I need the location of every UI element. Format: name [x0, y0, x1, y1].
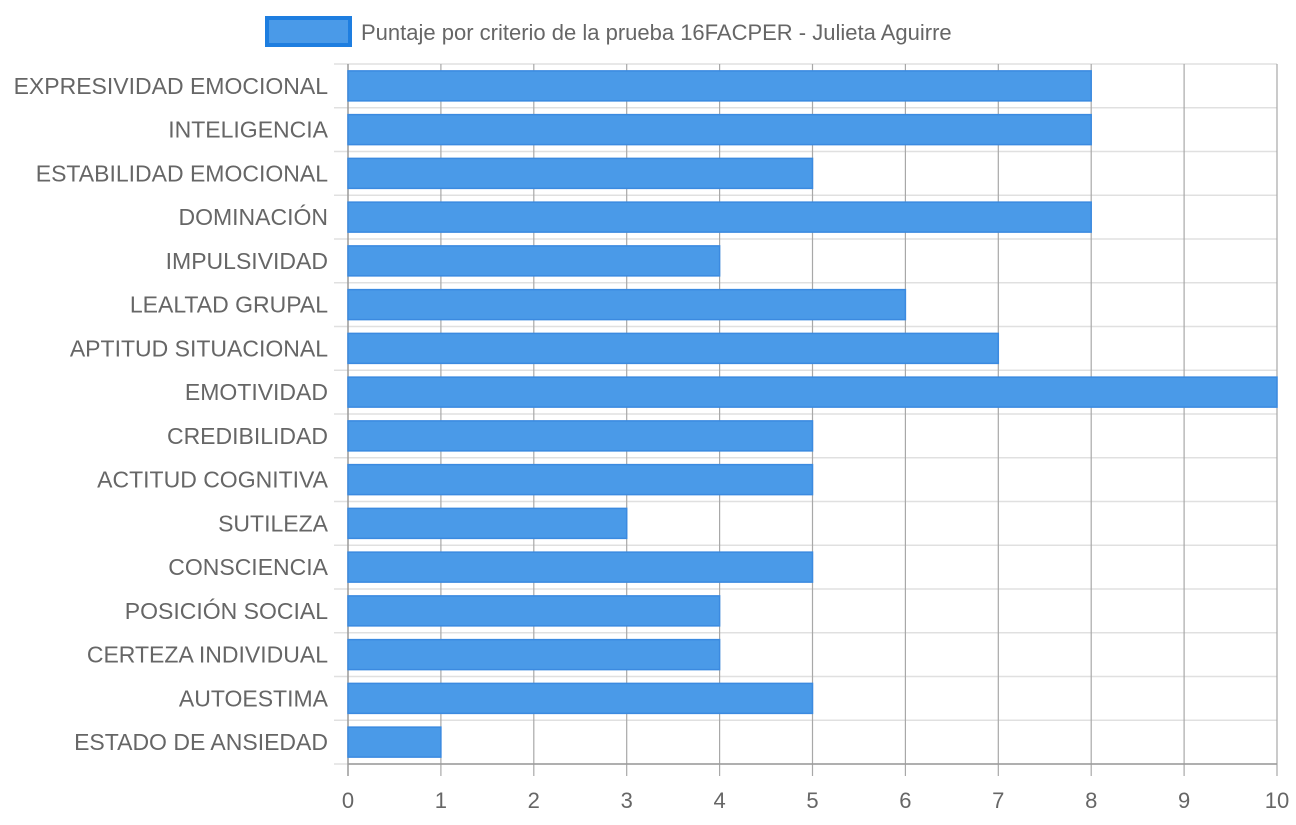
x-tick-label: 0 [342, 788, 354, 813]
x-tick-label: 5 [806, 788, 818, 813]
x-tick-label: 3 [621, 788, 633, 813]
bar[interactable] [347, 332, 1000, 365]
category-label: ESTADO DE ANSIEDAD [74, 729, 328, 755]
bar[interactable] [347, 288, 907, 321]
bars [347, 70, 1278, 758]
bar[interactable] [347, 595, 721, 627]
legend-swatch[interactable] [265, 16, 352, 47]
category-labels: EXPRESIVIDAD EMOCIONAL INTELIGENCIA ESTABI… [14, 73, 329, 755]
category-label: EMOTIVIDAD [185, 379, 328, 405]
x-tick-label: 6 [899, 788, 911, 813]
category-label: POSICIÓN SOCIAL [125, 598, 328, 624]
category-label: CREDIBILIDAD [167, 423, 328, 449]
grid [334, 63, 1278, 776]
category-label: APTITUD SITUACIONAL [70, 335, 328, 361]
bar[interactable] [347, 726, 442, 758]
bar[interactable] [347, 376, 1278, 408]
x-tick-label: 4 [713, 788, 725, 813]
category-label: CERTEZA INDIVIDUAL [87, 642, 328, 668]
bar[interactable] [347, 420, 814, 452]
category-label: DOMINACIÓN [179, 204, 329, 230]
bar[interactable] [347, 70, 1092, 102]
bar[interactable] [347, 551, 814, 583]
legend[interactable]: Puntaje por criterio de la prueba 16FACP… [265, 16, 952, 47]
bar[interactable] [347, 682, 814, 715]
x-tick-label: 8 [1085, 788, 1097, 813]
x-tick-label: 10 [1265, 788, 1289, 813]
legend-label[interactable]: Puntaje por criterio de la prueba 16FACP… [361, 20, 952, 45]
x-tick-label: 2 [528, 788, 540, 813]
bar[interactable] [347, 201, 1092, 233]
category-label: ESTABILIDAD EMOCIONAL [36, 160, 328, 186]
category-label: ACTITUD COGNITIVA [97, 467, 329, 493]
category-label: AUTOESTIMA [179, 685, 329, 711]
bar[interactable] [347, 638, 721, 671]
bar[interactable] [347, 113, 1092, 146]
x-tick-label: 9 [1178, 788, 1190, 813]
bar[interactable] [347, 507, 628, 540]
category-label: CONSCIENCIA [168, 554, 328, 580]
x-tick-label: 7 [992, 788, 1004, 813]
category-label: INTELIGENCIA [168, 117, 328, 143]
category-label: LEALTAD GRUPAL [130, 292, 328, 318]
bar[interactable] [347, 463, 814, 496]
bar[interactable] [347, 245, 721, 277]
x-tick-label: 1 [435, 788, 447, 813]
category-label: EXPRESIVIDAD EMOCIONAL [14, 73, 329, 99]
category-label: SUTILEZA [218, 510, 329, 536]
x-axis-tick-labels: 0 1 2 3 4 5 6 7 8 9 10 [342, 788, 1289, 813]
category-label: IMPULSIVIDAD [166, 248, 328, 274]
bar[interactable] [347, 157, 814, 190]
